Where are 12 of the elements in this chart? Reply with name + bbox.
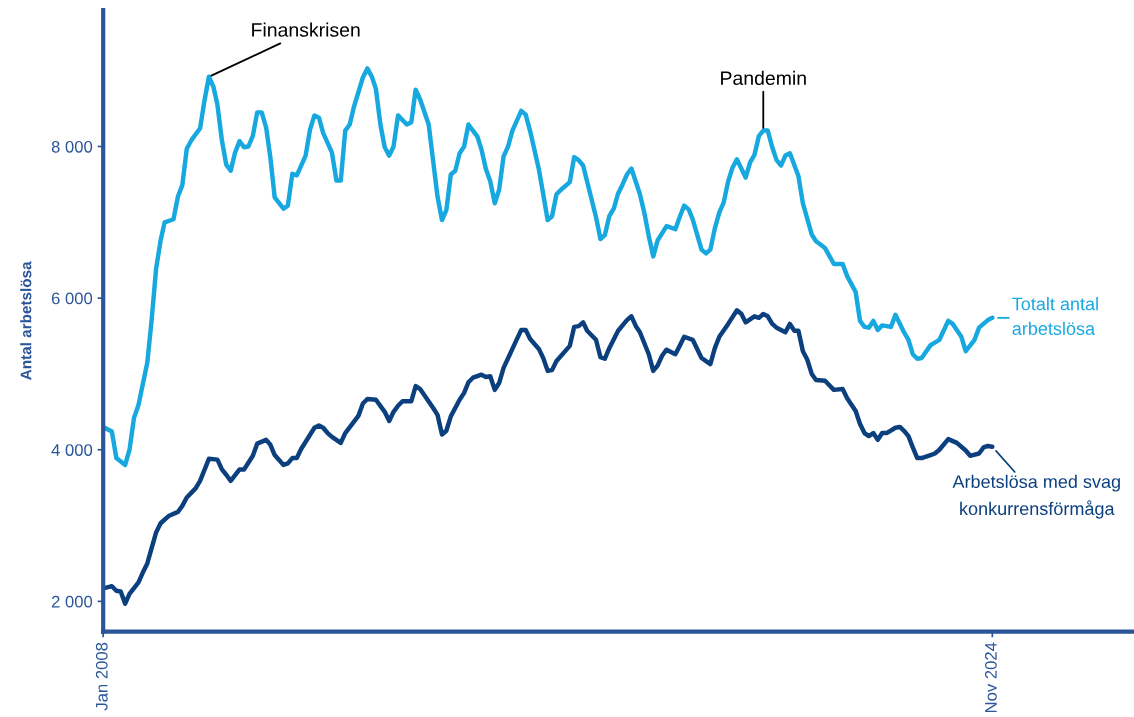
line-series <box>103 66 995 468</box>
legend-label: Totalt antal arbetslösa <box>1012 297 1098 336</box>
y-tick-label: 2 000 <box>51 595 93 608</box>
y-tick-label: 6 000 <box>51 292 93 305</box>
series-label: Arbetslösa med svag konkurrensförmåga <box>952 474 1120 519</box>
annotation: Finanskrisen <box>252 22 360 37</box>
y-tick-label: 4 000 <box>51 444 93 456</box>
x-tick-label: Nov 2024 <box>984 642 997 713</box>
y-axis-title: Antal arbetslösa <box>20 261 32 380</box>
annotation: Pandemin <box>721 70 806 86</box>
y-tick-label: 8 000 <box>51 140 93 153</box>
x-tick-label: Jan 2008 <box>95 642 108 711</box>
